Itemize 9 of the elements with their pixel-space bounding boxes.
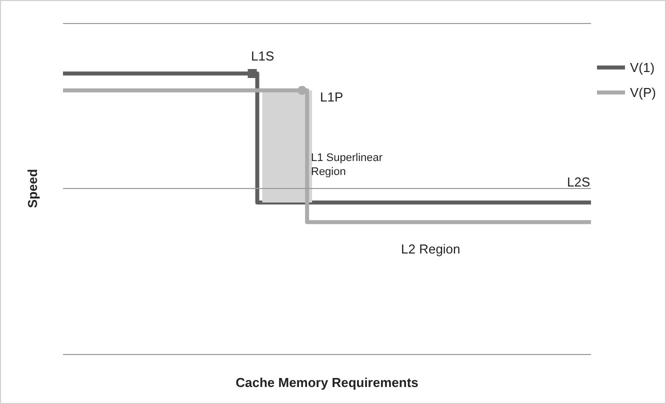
annotation: L1 Superlinear Region xyxy=(311,152,383,178)
annotation: L1P xyxy=(320,90,344,104)
text: L1S xyxy=(251,48,274,64)
annotation: L2 Region xyxy=(401,242,460,256)
y-axis-title: Speed xyxy=(25,168,40,208)
legend-label: V(1) xyxy=(630,60,655,75)
legend-label: V(P) xyxy=(630,85,656,100)
x-axis-title: Cache Memory Requirements xyxy=(236,375,418,390)
annotation: L2S xyxy=(567,174,590,190)
